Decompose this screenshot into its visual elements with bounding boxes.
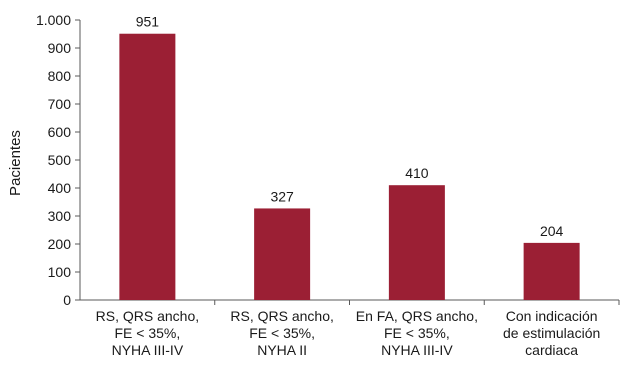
x-tick-label: FE < 35%,: [384, 325, 450, 341]
y-tick-label: 0: [63, 292, 71, 308]
y-tick-label: 100: [48, 264, 72, 280]
data-labels: 951 327 410 204: [136, 14, 564, 239]
y-tick-label: 700: [48, 96, 72, 112]
x-tick-label: FE < 35%,: [114, 325, 180, 341]
y-tick-label: 500: [48, 152, 72, 168]
x-tick-label: RS, QRS ancho,: [230, 308, 334, 324]
bar: [254, 208, 311, 300]
x-tick-label: cardiaca: [525, 342, 578, 358]
y-ticks: 0 100 200 300 400 500 600 700 800 900 1.000: [36, 12, 80, 308]
bars: [119, 33, 580, 300]
data-label: 204: [540, 223, 564, 239]
y-tick-label: 800: [48, 68, 72, 84]
x-tick-label: Con indicación: [506, 308, 598, 324]
y-tick-label: 200: [48, 236, 72, 252]
y-tick-label: 300: [48, 208, 72, 224]
bar: [119, 33, 176, 300]
y-tick-label: 1.000: [36, 12, 71, 28]
y-tick-label: 600: [48, 124, 72, 140]
x-tick-label: FE < 35%,: [249, 325, 315, 341]
data-label: 951: [136, 14, 160, 30]
x-tick-label: En FA, QRS ancho,: [356, 308, 478, 324]
x-tick-label: NYHA III-IV: [381, 342, 453, 358]
data-label: 327: [270, 188, 294, 204]
y-tick-label: 900: [48, 40, 72, 56]
bar: [388, 185, 445, 300]
x-tick-label: NYHA III-IV: [112, 342, 184, 358]
data-label: 410: [405, 165, 429, 181]
y-tick-label: 400: [48, 180, 72, 196]
y-axis-label: Pacientes: [7, 130, 24, 196]
x-tick-label: RS, QRS ancho,: [96, 308, 200, 324]
x-tick-label: NYHA II: [257, 342, 307, 358]
x-tick-label: de estimulación: [503, 325, 600, 341]
bar: [523, 242, 580, 300]
